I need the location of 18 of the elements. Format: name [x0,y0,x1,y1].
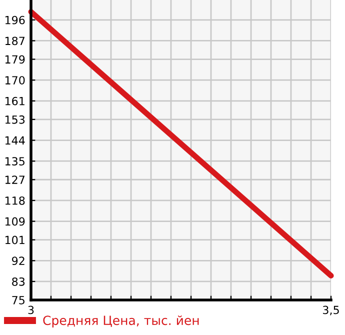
x-tick-label: 3,5 [323,306,339,316]
y-tick-label: 127 [5,176,24,184]
y-tick-label: 144 [5,136,25,144]
y-tick-label: 179 [5,55,25,64]
y-tick-label: 92 [12,256,24,266]
y-tick-label: 170 [5,76,25,84]
y-tick-label: 118 [5,196,25,205]
y-tick-label: 109 [5,217,25,226]
x-tick-label: 3 [28,306,34,314]
legend-label: Средняя Цена, тыс. йен [43,315,199,328]
y-tick-label: 161 [5,96,24,106]
y-tick-label: 153 [5,115,25,124]
y-tick-label: 83 [12,277,25,286]
y-tick-label: 187 [5,36,24,46]
y-tick-label: 135 [5,157,24,166]
y-tick-label: 75 [12,296,24,304]
y-tick-label: 196 [5,16,25,24]
y-tick-label: 101 [5,236,24,244]
